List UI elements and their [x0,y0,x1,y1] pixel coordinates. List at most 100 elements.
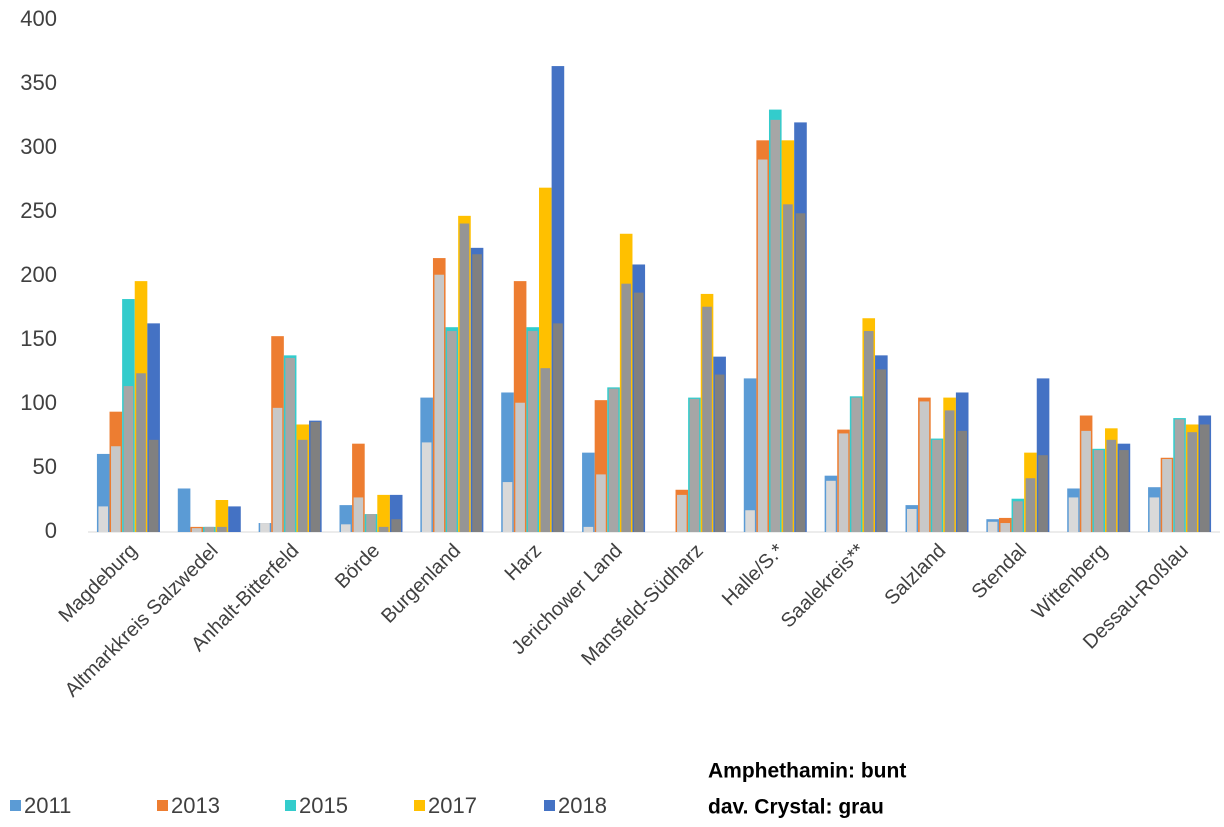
crystal-bar [783,204,793,532]
crystal-bar [851,397,861,532]
crystal-bar [217,526,227,532]
x-tick-label: Magdeburg [55,540,142,627]
crystal-bar [932,439,942,532]
y-tick-label: 100 [20,390,57,415]
crystal-bar [608,388,619,532]
crystal-bar [1149,497,1160,532]
crystal-bar [285,357,295,532]
y-tick-label: 250 [20,198,57,223]
bar [582,452,595,532]
crystal-bar [98,506,109,532]
crystal-bar [907,508,917,532]
crystal-bar [1199,424,1210,532]
legend-swatch [414,800,425,811]
crystal-bar [702,306,712,532]
crystal-bar [944,410,955,532]
crystal-bar [863,331,874,532]
bar [177,488,191,532]
crystal-bar [434,274,445,532]
crystal-bar [472,254,482,533]
crystal-bar [714,374,725,532]
crystal-bar [838,433,849,532]
crystal-bar [1038,455,1048,532]
crystal-bar [1093,450,1104,532]
crystal-bar [148,439,159,532]
crystal-bar [260,523,270,532]
crystal-bar [677,494,687,532]
crystal-bar [1162,459,1172,532]
crystal-bar [1000,523,1011,532]
crystal-bar [366,514,376,532]
x-tick-label: Harz [501,540,546,585]
crystal-bar [957,430,967,532]
crystal-bar [459,223,470,532]
crystal-bar [1187,432,1197,532]
y-tick-label: 400 [20,6,57,31]
x-tick-label: Halle/S.* [718,540,789,611]
crystal-bar [1013,501,1023,532]
y-tick-label: 50 [33,454,57,479]
crystal-bar [310,421,321,532]
crystal-bar [447,331,457,532]
crystal-bar [987,521,998,532]
legend-swatch [157,800,168,811]
x-tick-label: Saalekreis** [777,540,870,633]
crystal-bar [689,398,700,532]
crystal-bar [583,526,594,532]
crystal-bar [1025,478,1036,532]
crystal-bar [111,446,121,532]
crystal-bar [1174,419,1185,532]
legend-swatch [544,800,555,811]
crystal-bar [826,480,836,532]
y-tick-label: 0 [45,518,57,543]
x-tick-label: Wittenberg [1028,540,1112,624]
legend-label: 2011 [24,793,71,818]
x-tick-label: Stendal [968,540,1032,604]
crystal-bar [515,402,525,532]
crystal-bar [1106,439,1117,532]
bar [377,494,390,532]
crystal-bar [378,526,389,532]
x-tick-label: Salzland [880,540,950,610]
legend-swatch [10,800,21,811]
crystal-bar [502,482,513,532]
bar [743,378,757,532]
x-tick-label: Börde [331,540,384,593]
y-tick-label: 150 [20,326,57,351]
legend-label: 2017 [428,793,477,818]
legend-label: 2013 [171,793,220,818]
crystal-bar [123,386,134,532]
crystal-bar [191,528,202,532]
crystal-bar [204,526,215,532]
crystal-bar [757,159,768,532]
bar [228,506,241,532]
crystal-bar [136,373,146,532]
crystal-bar [1119,450,1129,532]
crystal-bar [770,119,781,532]
x-tick-label: Altmarkkreis Salzwedel [61,540,223,702]
crystal-bar [1081,430,1091,532]
crystal-bar [353,497,364,532]
y-tick-label: 200 [20,262,57,287]
crystal-bar [745,510,755,532]
crystal-bar [1068,497,1079,532]
x-tick-label: Burgenland [377,540,465,628]
crystal-bar [272,407,283,532]
crystal-bar [919,401,930,532]
crystal-bar [527,331,538,532]
bar [215,500,229,532]
crystal-bar [633,292,644,532]
legend-swatch [285,800,296,811]
crystal-bar [297,439,308,532]
crystal-bar [540,368,551,532]
annotation: dav. Crystal: grau [708,796,884,819]
crystal-bar [341,524,351,532]
legend-label: 2018 [558,793,607,818]
crystal-bar [553,323,563,532]
crystal-bar [876,369,887,532]
annotation: Amphethamin: bunt [708,760,906,783]
y-tick-label: 350 [20,70,57,95]
crystal-bar [621,283,631,532]
crystal-bar [795,213,806,532]
